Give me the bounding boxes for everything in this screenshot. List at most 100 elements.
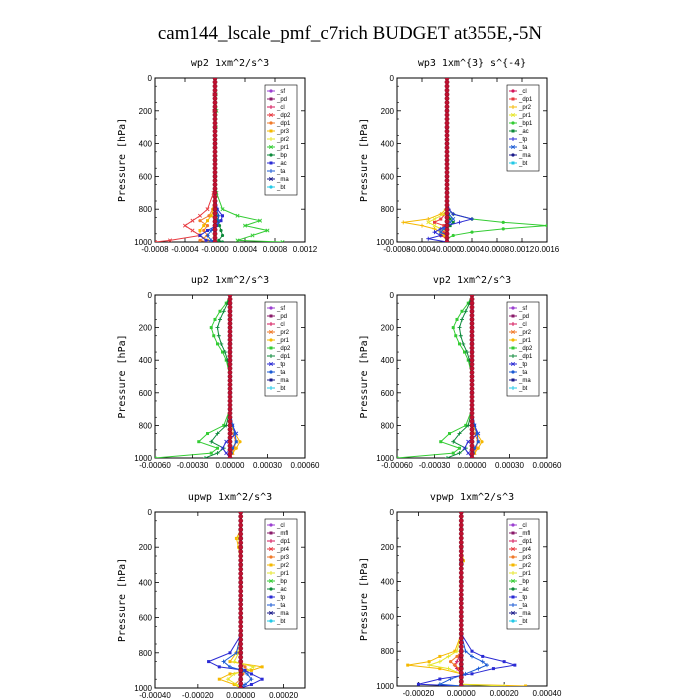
series-pr2-point	[232, 682, 236, 686]
zero-profile-point	[469, 317, 475, 322]
legend-dp2-label: _dp2	[276, 113, 291, 119]
zero-profile-point	[458, 600, 464, 606]
zero-profile-point	[212, 198, 218, 204]
series-tp-point	[466, 439, 471, 444]
zero-profile-point	[212, 202, 218, 208]
legend-dp1-marker	[511, 97, 515, 101]
series-pr1-point	[502, 684, 507, 686]
series-dp1-point	[463, 309, 468, 314]
series-ta-point	[476, 440, 480, 444]
panel-title: vpwp 1xm^2/s^3	[430, 492, 514, 503]
zero-profile-point	[227, 312, 233, 318]
legend-pr2-label: _pr2	[518, 105, 532, 111]
y-tick-label: 800	[381, 647, 395, 656]
series-tp-point	[249, 682, 253, 686]
legend-bt-marker	[511, 386, 515, 390]
legend-dp1-label: _dp1	[276, 539, 291, 545]
series-dp1-point	[461, 341, 466, 346]
series-pr3-point	[206, 219, 209, 223]
zero-profile-point	[238, 681, 244, 686]
series-dp1-point	[203, 456, 207, 458]
x-tick-label: 0.00020	[269, 691, 298, 700]
legend-bt-marker	[269, 185, 273, 189]
zero-profile-point	[212, 178, 218, 183]
zero-profile-point	[212, 235, 218, 241]
series-dp2-point	[209, 326, 213, 330]
series-ta-point	[437, 682, 442, 686]
zero-profile-point	[238, 571, 244, 576]
zero-profile-point	[444, 235, 450, 241]
zero-profile-point	[469, 374, 475, 379]
x-tick-label: 0.00030	[495, 461, 524, 470]
legend-pr1-marker	[269, 338, 273, 342]
zero-profile-point	[227, 337, 233, 343]
zero-profile-point	[458, 644, 464, 650]
zero-profile-point	[458, 522, 464, 528]
panel-title: wp2 1xm^2/s^3	[191, 58, 269, 69]
zero-profile-point	[469, 414, 475, 420]
zero-profile-point	[469, 447, 475, 453]
series-pr1-point	[257, 218, 263, 223]
y-tick-label: 800	[139, 205, 153, 214]
series-dp2-point	[216, 446, 219, 450]
legend-dp2-label: _dp2	[518, 346, 533, 352]
zero-profile-point	[227, 365, 233, 371]
zero-profile-point	[227, 443, 233, 449]
legend-dp1-label: _dp1	[276, 354, 291, 360]
zero-profile-point	[469, 406, 475, 412]
legend-ma-label: _ma	[518, 153, 531, 159]
zero-profile-point	[238, 641, 244, 647]
series-dp1-point	[460, 317, 464, 322]
series-tp-point	[438, 677, 442, 681]
series-dp2-point	[218, 309, 222, 313]
zero-profile-point	[469, 435, 475, 441]
zero-profile-point	[444, 186, 450, 192]
zero-profile-point	[469, 390, 475, 396]
legend-pr2-marker	[511, 105, 515, 109]
zero-profile-point	[212, 149, 218, 155]
series-pr2-point	[427, 660, 431, 664]
legend-pr3-label: _pr3	[276, 555, 290, 561]
legend-pr2-marker	[510, 329, 516, 335]
x-tick-label: 0.0004	[233, 245, 258, 254]
zero-profile-point	[238, 663, 244, 669]
zero-profile-point	[227, 300, 233, 306]
legend-sf-marker	[269, 306, 273, 310]
legend-pr2-marker	[268, 329, 274, 335]
series-bp-point	[219, 228, 223, 233]
series-ac-point	[448, 217, 452, 221]
zero-profile-point	[444, 231, 450, 237]
zero-profile-point	[444, 87, 450, 93]
zero-profile-point	[458, 557, 464, 563]
legend-ta-marker	[511, 370, 515, 374]
legend-pr2-label: _pr2	[276, 330, 290, 336]
y-tick-label: 0	[148, 508, 153, 517]
series-pr2-point	[453, 649, 457, 653]
legend-tp-label: _tp	[518, 362, 528, 368]
legend-ma-marker	[511, 378, 515, 382]
series-pr1-point	[220, 207, 225, 212]
legend-dp2-label: _dp2	[276, 346, 291, 352]
zero-profile-point	[227, 435, 233, 441]
series-tp-point	[481, 654, 485, 658]
zero-profile-point	[227, 304, 233, 310]
y-tick-label: 1000	[134, 684, 152, 693]
zero-profile-point	[212, 173, 218, 179]
zero-profile-point	[238, 584, 244, 590]
zero-profile-point	[212, 231, 218, 237]
zero-profile-point	[212, 239, 218, 242]
series-bp-point	[220, 240, 225, 242]
zero-profile-point	[238, 654, 244, 660]
series-pr1-point	[232, 671, 237, 676]
series-ta-point	[475, 431, 479, 436]
legend-cl-marker	[511, 523, 515, 527]
zero-profile-point	[212, 214, 218, 220]
legend-mfl-label: _mfl	[518, 531, 530, 537]
y-tick-label: 800	[381, 205, 395, 214]
zero-profile-point	[444, 128, 450, 134]
series-group	[155, 78, 285, 242]
zero-profile-point	[458, 653, 464, 658]
zero-profile-point	[227, 390, 233, 396]
legend-dp1-label: _dp1	[518, 97, 533, 103]
legend-pr4-label: _pr4	[276, 547, 290, 553]
